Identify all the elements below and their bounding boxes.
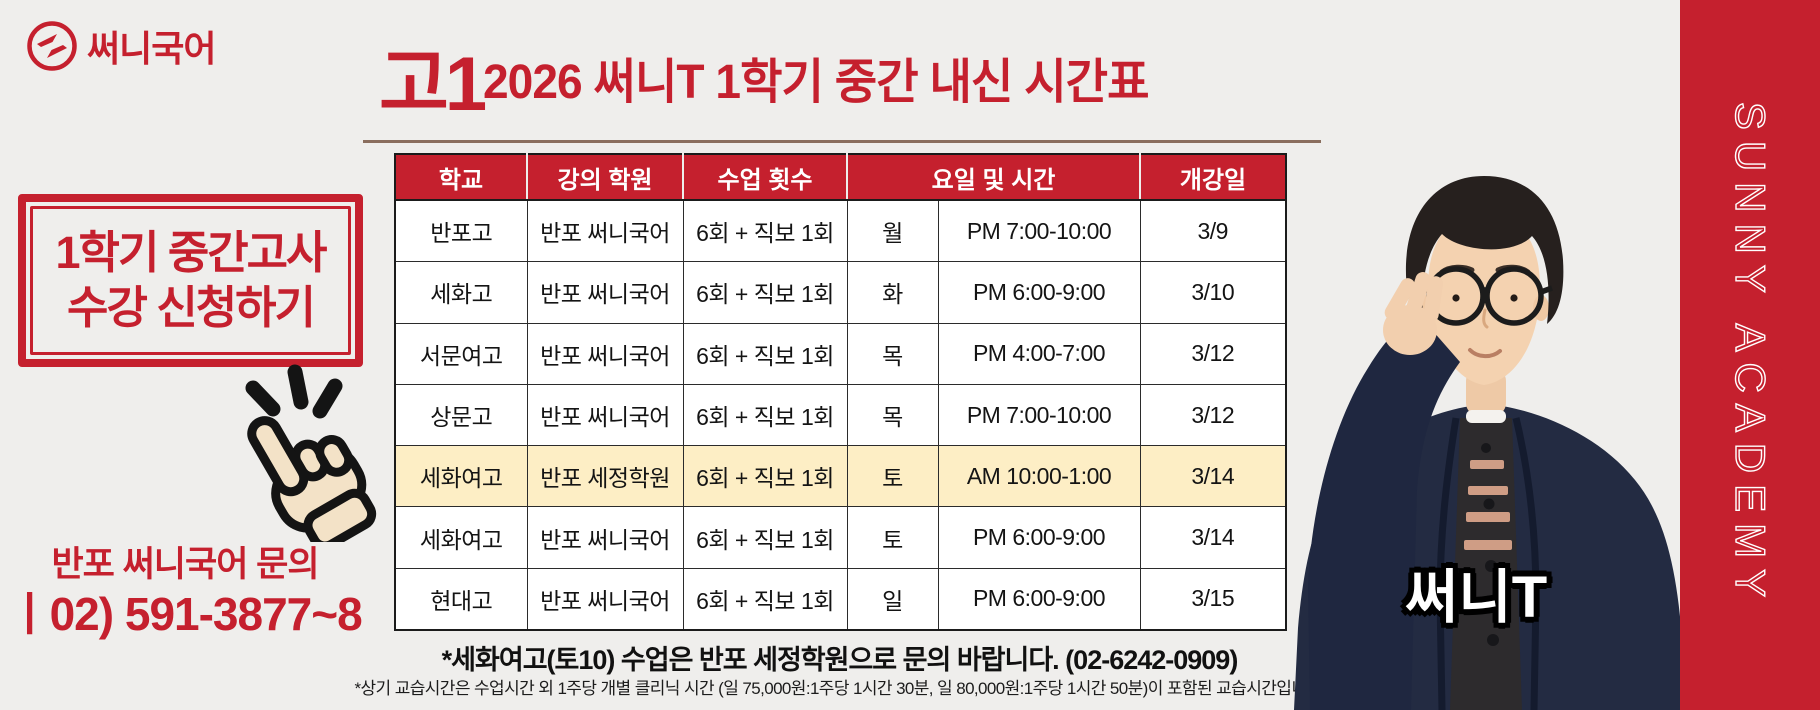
cell-school: 서문여고 <box>394 322 528 385</box>
grade-label: 고1 <box>379 42 487 127</box>
cell-day: 화 <box>846 261 939 324</box>
cell-time: PM 7:00-10:00 <box>937 199 1141 263</box>
cell-school: 현대고 <box>394 567 528 631</box>
cell-academy: 반포 써니국어 <box>526 383 684 447</box>
teacher-photo <box>1294 176 1682 710</box>
col-start-date: 개강일 <box>1139 154 1286 201</box>
timetable: 학교 강의 학원 수업 횟수 요일 및 시간 개강일 반포고 반포 써니국어 6… <box>394 153 1287 632</box>
hand-on-glasses <box>1383 272 1444 355</box>
signup-button[interactable]: 1학기 중간고사 수강 신청하기 <box>18 194 363 367</box>
cell-academy: 반포 써니국어 <box>526 199 684 263</box>
table-header-row: 학교 강의 학원 수업 횟수 요일 및 시간 개강일 <box>394 154 1286 201</box>
footnote-primary: *세화여고(토10) 수업은 반포 세정학원으로 문의 바랍니다. (02-62… <box>441 645 1239 675</box>
cell-start: 3/12 <box>1139 322 1287 385</box>
cell-sessions: 6회 + 직보 1회 <box>682 567 848 631</box>
cell-day: 일 <box>846 567 939 631</box>
cell-day: 토 <box>846 506 939 569</box>
cell-start: 3/9 <box>1139 199 1287 263</box>
cell-school: 세화여고 <box>394 506 528 569</box>
signup-button-line2: 수강 신청하기 <box>67 281 316 333</box>
footnote-secondary: *상기 교습시간은 수업시간 외 1주당 개별 클리닉 시간 (일 75,000… <box>354 679 1326 698</box>
brand-name: 써니국어 <box>87 28 216 69</box>
cell-time: PM 6:00-9:00 <box>937 506 1141 569</box>
brand-logo: 써니국어 <box>26 20 216 72</box>
cell-day: 토 <box>846 445 939 508</box>
table-row: 서문여고 반포 써니국어 6회 + 직보 1회 목 PM 4:00-7:00 3… <box>394 322 1287 385</box>
cell-school: 상문고 <box>394 383 528 447</box>
cell-start: 3/15 <box>1139 567 1287 631</box>
cell-time: PM 6:00-9:00 <box>937 567 1141 631</box>
cell-academy: 반포 써니국어 <box>526 567 684 631</box>
cell-time: PM 6:00-9:00 <box>937 261 1141 324</box>
table-row: 상문고 반포 써니국어 6회 + 직보 1회 목 PM 7:00-10:00 3… <box>394 383 1287 447</box>
cell-sessions: 6회 + 직보 1회 <box>682 322 848 385</box>
cell-academy: 반포 세정학원 <box>526 445 684 508</box>
cell-academy: 반포 써니국어 <box>526 261 684 324</box>
cell-sessions: 6회 + 직보 1회 <box>682 261 848 324</box>
page-title: 2026 써니T 1학기 중간 내신 시간표 <box>483 56 1149 109</box>
title-underline <box>363 140 1321 143</box>
table-row: 반포고 반포 써니국어 6회 + 직보 1회 월 PM 7:00-10:00 3… <box>394 199 1287 263</box>
side-band: SUNNY ACADEMY <box>1680 0 1820 710</box>
col-school: 학교 <box>394 154 527 201</box>
contact-label: 반포 써니국어 문의 <box>51 545 319 584</box>
teacher-name-label: 써니T <box>1405 565 1548 630</box>
table-row: 현대고 반포 써니국어 6회 + 직보 1회 일 PM 6:00-9:00 3/… <box>394 567 1287 631</box>
table-row: 세화고 반포 써니국어 6회 + 직보 1회 화 PM 6:00-9:00 3/… <box>394 261 1287 324</box>
cell-time: PM 4:00-7:00 <box>937 322 1141 385</box>
table-row-highlighted: 세화여고 반포 세정학원 6회 + 직보 1회 토 AM 10:00-1:00 … <box>394 445 1287 508</box>
cell-school: 세화고 <box>394 261 528 324</box>
swoosh-circle-icon <box>27 21 77 71</box>
side-band-text: SUNNY ACADEMY <box>1726 101 1775 609</box>
cell-start: 3/14 <box>1139 506 1287 569</box>
cell-sessions: 6회 + 직보 1회 <box>682 383 848 447</box>
cell-start: 3/12 <box>1139 383 1287 447</box>
cell-time: PM 7:00-10:00 <box>937 383 1141 447</box>
col-day-time: 요일 및 시간 <box>846 154 1140 201</box>
cell-school: 세화여고 <box>394 445 528 508</box>
signup-button-inner: 1학기 중간고사 수강 신청하기 <box>30 206 351 355</box>
col-academy: 강의 학원 <box>526 154 683 201</box>
signup-button-line1: 1학기 중간고사 <box>55 226 328 278</box>
cell-academy: 반포 써니국어 <box>526 506 684 569</box>
cell-sessions: 6회 + 직보 1회 <box>682 506 848 569</box>
cell-day: 목 <box>846 322 939 385</box>
table-row: 세화여고 반포 써니국어 6회 + 직보 1회 토 PM 6:00-9:00 3… <box>394 506 1287 569</box>
cell-time: AM 10:00-1:00 <box>937 445 1141 508</box>
cell-start: 3/14 <box>1139 445 1287 508</box>
cell-sessions: 6회 + 직보 1회 <box>682 445 848 508</box>
cell-sessions: 6회 + 직보 1회 <box>682 199 848 263</box>
contact-phone: ㅣ02) 591-3877~8 <box>8 588 362 640</box>
cell-day: 월 <box>846 199 939 263</box>
cell-school: 반포고 <box>394 199 528 263</box>
cell-start: 3/10 <box>1139 261 1287 324</box>
cell-day: 목 <box>846 383 939 447</box>
col-sessions: 수업 횟수 <box>682 154 847 201</box>
cell-academy: 반포 써니국어 <box>526 322 684 385</box>
click-hand-icon <box>245 364 377 542</box>
